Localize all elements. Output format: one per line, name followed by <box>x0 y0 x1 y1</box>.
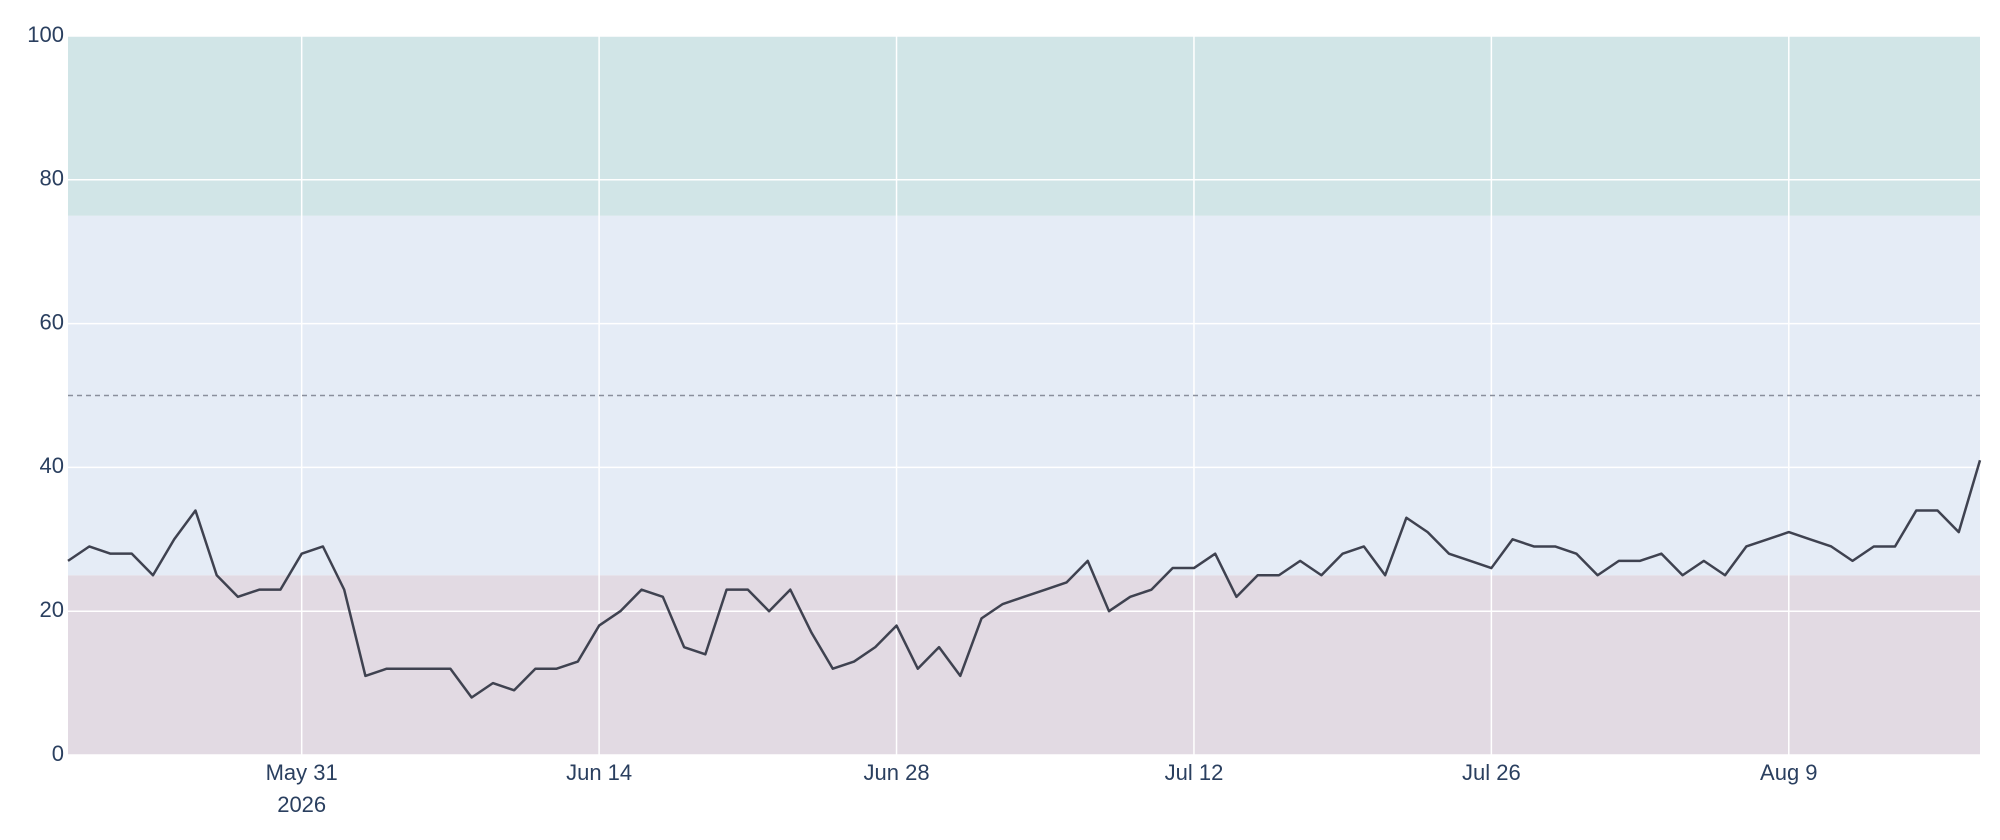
y-tick-label: 80 <box>40 166 64 191</box>
y-tick-label: 60 <box>40 309 64 334</box>
x-tick-label: Jun 28 <box>864 760 930 785</box>
x-tick-label: 2026 <box>277 792 326 817</box>
y-tick-label: 100 <box>27 22 64 47</box>
y-tick-label: 40 <box>40 453 64 478</box>
data-line <box>67 459 1982 699</box>
y-tick-label: 20 <box>40 597 64 622</box>
x-tick-label: May 31 <box>266 760 338 785</box>
band <box>68 36 1980 216</box>
band <box>68 575 1980 755</box>
x-tick-label: Jun 14 <box>566 760 632 785</box>
y-tick-label: 0 <box>52 741 64 766</box>
x-tick-label: Jul 26 <box>1462 760 1521 785</box>
x-tick-label: Aug 9 <box>1760 760 1818 785</box>
x-tick-label: Jul 12 <box>1165 760 1224 785</box>
